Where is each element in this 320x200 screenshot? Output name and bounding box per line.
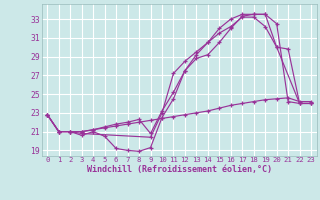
X-axis label: Windchill (Refroidissement éolien,°C): Windchill (Refroidissement éolien,°C) <box>87 165 272 174</box>
